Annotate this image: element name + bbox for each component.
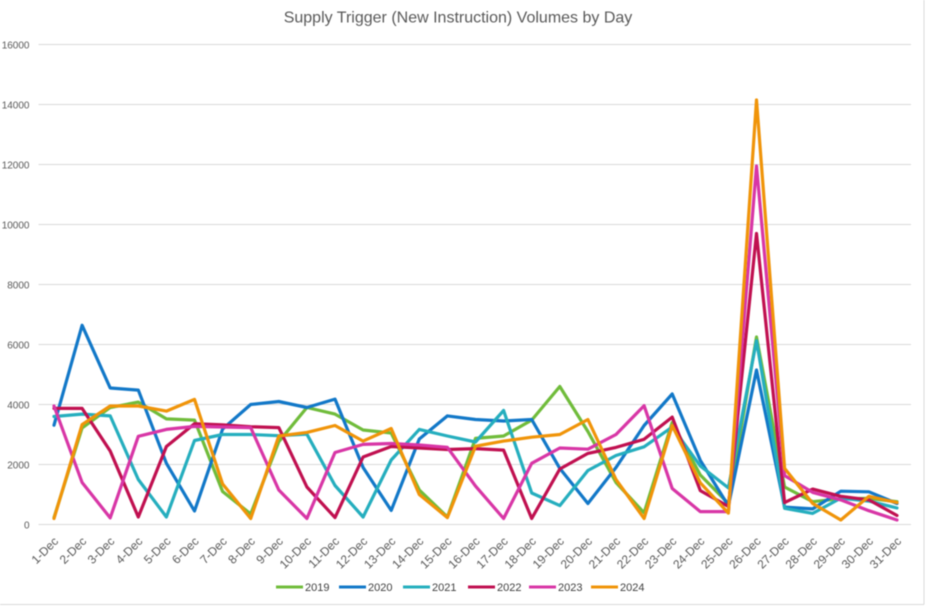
svg-text:2024: 2024 [620,582,644,594]
svg-text:8000: 8000 [7,281,30,292]
svg-text:2020: 2020 [368,582,392,594]
svg-text:2023: 2023 [558,582,582,594]
svg-text:6000: 6000 [7,341,30,352]
svg-text:2021: 2021 [432,582,456,594]
svg-text:12000: 12000 [2,161,30,172]
svg-text:4000: 4000 [7,401,30,412]
svg-text:10000: 10000 [2,221,30,232]
svg-text:2019: 2019 [305,582,329,594]
svg-text:0: 0 [24,521,30,532]
svg-text:14000: 14000 [2,101,30,112]
svg-text:2000: 2000 [7,461,30,472]
svg-text:16000: 16000 [2,41,30,52]
svg-text:Supply Trigger (New Instructio: Supply Trigger (New Instruction) Volumes… [284,10,633,27]
svg-text:2022: 2022 [497,582,521,594]
